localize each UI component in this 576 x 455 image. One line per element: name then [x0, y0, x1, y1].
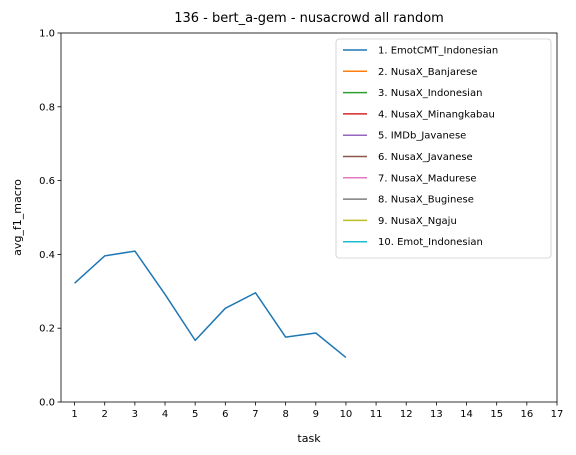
x-tick-label: 9: [313, 409, 319, 420]
x-tick-label: 8: [282, 409, 288, 420]
y-tick-label: 1.0: [39, 29, 55, 40]
x-tick-label: 10: [340, 409, 353, 420]
x-tick-label: 1: [71, 409, 77, 420]
chart-title: 136 - bert_a-gem - nusacrowd all random: [174, 11, 444, 26]
legend-entry: 6. NusaX_Javanese: [378, 152, 473, 163]
x-tick-label: 13: [430, 409, 443, 420]
legend-entry: 4. NusaX_Minangkabau: [378, 109, 495, 120]
legend-entry: 9. NusaX_Ngaju: [378, 216, 457, 227]
legend: 1. EmotCMT_Indonesian 2. NusaX_Banjarese 3…: [335, 38, 552, 259]
x-tick-label: 6: [222, 409, 228, 420]
x-axis-label: task: [297, 432, 321, 445]
legend-entry: 7. NusaX_Madurese: [378, 173, 477, 184]
y-tick-label: 0.2: [39, 324, 55, 335]
x-tick-label: 3: [132, 409, 138, 420]
legend-entry: 10. Emot_Indonesian: [378, 237, 483, 248]
legend-entry: 8. NusaX_Buginese: [378, 195, 474, 206]
x-tick-label: 11: [370, 409, 383, 420]
plot-area: 1 2 3 4 5 6 7 8 9 10 11 12 13 14 15 16 170.00.20.40.60.8…: [39, 29, 563, 421]
series-line-1: [74, 250, 347, 358]
x-tick-label: 5: [192, 409, 198, 420]
legend-entry: 1. EmotCMT_Indonesian: [378, 46, 498, 57]
y-axis-label: avg_f1_macro: [11, 179, 24, 256]
y-tick-label: 0.8: [39, 102, 55, 113]
x-tick-label: 15: [490, 409, 503, 420]
x-tick-label: 16: [520, 409, 533, 420]
legend-entry: 2. NusaX_Banjarese: [378, 67, 477, 78]
x-tick-label: 2: [102, 409, 108, 420]
x-tick-label: 14: [460, 409, 473, 420]
x-tick-label: 17: [551, 409, 564, 420]
y-tick-label: 0.4: [39, 250, 55, 261]
legend-entry: 5. IMDb_Javanese: [378, 131, 466, 142]
y-tick-label: 0.0: [39, 398, 55, 409]
legend-box: [335, 38, 552, 259]
plot-frame: [60, 32, 558, 403]
x-tick-label: 7: [252, 409, 258, 420]
x-tick-label: 4: [162, 409, 168, 420]
y-tick-label: 0.6: [39, 176, 55, 187]
legend-entry: 3. NusaX_Indonesian: [378, 88, 482, 99]
x-tick-label: 12: [400, 409, 413, 420]
